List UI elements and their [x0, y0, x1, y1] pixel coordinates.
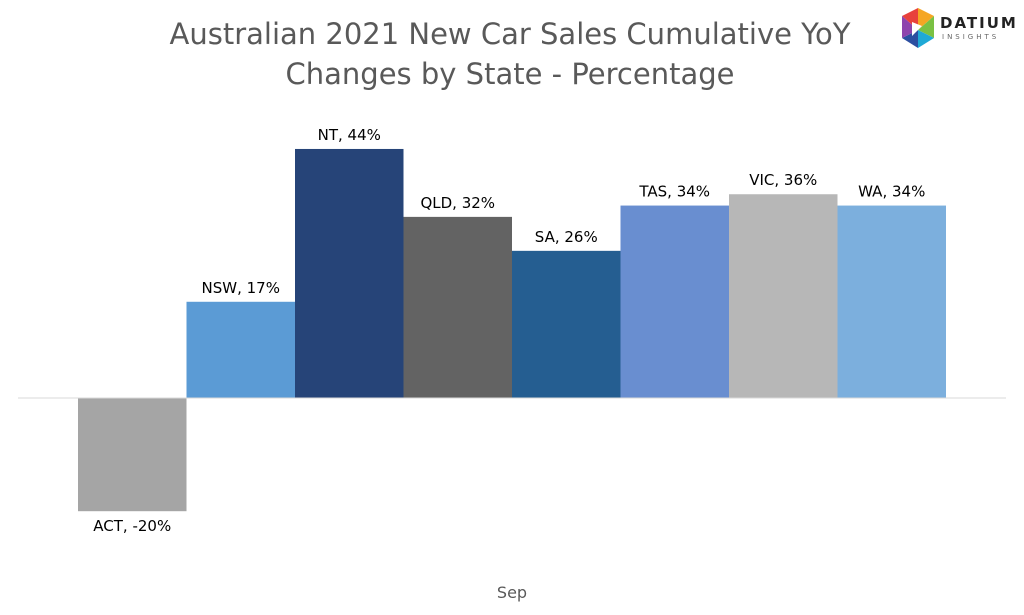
chart-title-line-1: Australian 2021 New Car Sales Cumulative…	[169, 17, 851, 51]
data-labels-group: ACT, -20% NSW, 17% NT, 44% QLD, 32% SA, 26% T…	[93, 126, 925, 535]
data-label-tas: TAS, 34%	[638, 183, 710, 201]
bar-vic	[729, 194, 838, 398]
x-axis-label: Sep	[497, 583, 527, 602]
data-label-nt: NT, 44%	[318, 126, 381, 144]
bars-group	[78, 148, 946, 512]
bar-qld	[403, 216, 512, 398]
bar-sa	[512, 250, 621, 398]
data-label-sa: SA, 26%	[535, 228, 598, 246]
bar-wa	[837, 205, 946, 398]
data-label-nsw: NSW, 17%	[202, 279, 280, 297]
data-label-qld: QLD, 32%	[420, 194, 495, 212]
bar-act	[78, 398, 187, 512]
datium-logo: DATIUM INSIGHTS	[898, 8, 1024, 52]
bar-nsw	[186, 301, 295, 398]
bar-tas	[620, 205, 729, 398]
data-label-wa: WA, 34%	[858, 183, 925, 201]
data-label-act: ACT, -20%	[93, 517, 171, 535]
datium-logo-icon	[902, 8, 934, 48]
chart-title-line-2: Changes by State - Percentage	[285, 57, 735, 91]
chart-title: Australian 2021 New Car Sales Cumulative…	[60, 14, 960, 94]
logo-wordmark: DATIUM	[940, 14, 1018, 32]
logo-subtitle: INSIGHTS	[942, 33, 1000, 41]
data-label-vic: VIC, 36%	[749, 171, 817, 189]
bar-nt	[295, 148, 404, 398]
